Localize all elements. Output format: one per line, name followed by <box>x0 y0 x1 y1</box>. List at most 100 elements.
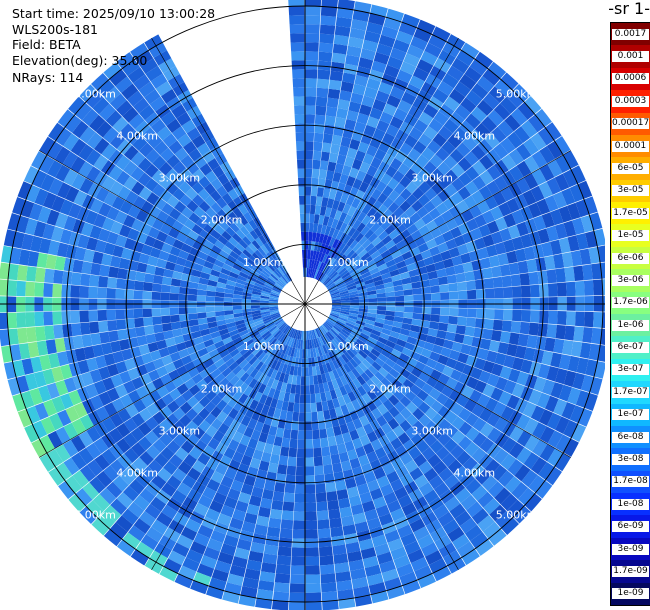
data-cell <box>416 440 430 454</box>
data-cell <box>501 437 517 454</box>
data-cell <box>545 395 559 413</box>
data-cell <box>132 355 145 368</box>
data-cell <box>315 105 327 116</box>
data-cell <box>224 310 234 316</box>
data-cell <box>278 353 285 363</box>
data-cell <box>573 265 584 281</box>
data-cell <box>437 354 449 366</box>
data-cell <box>47 430 63 449</box>
data-cell <box>375 313 386 320</box>
data-cell <box>520 386 534 402</box>
data-cell <box>220 475 234 488</box>
ring-label: 2.00km <box>369 214 411 227</box>
data-cell <box>25 218 38 236</box>
azimuth-line <box>304 38 459 305</box>
data-cell <box>148 205 162 219</box>
data-cell <box>336 580 353 592</box>
data-cell <box>192 357 204 368</box>
data-cell <box>70 285 80 298</box>
data-cell <box>325 362 333 373</box>
data-cell <box>339 222 348 233</box>
data-cell <box>424 174 438 188</box>
data-cell <box>116 492 134 509</box>
data-cell <box>305 556 320 566</box>
data-cell <box>326 198 335 209</box>
data-cell <box>348 333 358 342</box>
data-cell <box>0 279 9 296</box>
data-cell <box>506 250 518 264</box>
data-cell <box>317 346 323 357</box>
data-cell <box>118 257 130 270</box>
data-cell <box>312 168 320 179</box>
data-cell <box>538 181 553 199</box>
data-cell <box>397 99 412 114</box>
data-cell <box>170 321 181 330</box>
data-cell <box>433 234 446 246</box>
data-cell <box>555 434 571 453</box>
data-cell <box>123 214 136 228</box>
data-cell <box>316 401 323 412</box>
data-cell <box>269 250 277 260</box>
data-cell <box>281 324 289 333</box>
data-cell <box>122 107 139 123</box>
data-cell <box>313 456 323 467</box>
data-cell <box>412 420 425 434</box>
data-cell <box>453 213 466 227</box>
data-cell <box>491 231 503 245</box>
data-cell <box>305 69 318 79</box>
data-cell <box>509 425 524 442</box>
data-cell <box>531 168 547 186</box>
data-cell <box>516 414 531 430</box>
data-cell <box>90 395 104 410</box>
data-cell <box>136 385 149 399</box>
data-cell <box>57 109 75 128</box>
data-cell <box>376 292 386 298</box>
data-cell <box>532 422 547 439</box>
data-cell <box>273 270 282 279</box>
data-cell <box>349 358 359 368</box>
data-cell <box>338 285 348 292</box>
data-cell <box>54 146 71 165</box>
data-cell <box>217 388 228 400</box>
data-cell <box>302 340 305 350</box>
data-cell <box>409 467 424 481</box>
data-cell <box>351 368 361 379</box>
data-cell <box>283 392 291 402</box>
data-cell <box>109 93 127 110</box>
data-cell <box>221 367 232 378</box>
data-cell <box>433 111 449 126</box>
data-cell <box>160 308 170 316</box>
data-cell <box>159 405 173 419</box>
data-cell <box>102 217 115 232</box>
data-cell <box>263 544 279 556</box>
data-cell <box>372 128 386 141</box>
data-cell <box>80 322 91 335</box>
data-cell <box>360 346 371 356</box>
data-cell <box>235 229 246 240</box>
data-cell <box>539 443 556 462</box>
data-cell <box>396 69 413 84</box>
data-cell <box>248 378 258 389</box>
data-cell <box>205 389 217 402</box>
data-cell <box>93 380 107 395</box>
data-cell <box>186 549 204 564</box>
data-cell <box>172 468 187 482</box>
data-cell <box>410 557 429 572</box>
data-cell <box>378 513 394 526</box>
data-cell <box>189 351 201 362</box>
data-cell <box>328 237 336 247</box>
data-cell <box>63 422 79 440</box>
data-cell <box>349 239 359 250</box>
data-cell <box>8 263 19 281</box>
data-cell <box>223 447 236 460</box>
data-cell <box>565 281 576 297</box>
data-cell <box>195 257 206 266</box>
data-cell <box>430 314 440 323</box>
data-cell <box>330 293 340 298</box>
data-cell <box>215 286 226 293</box>
data-cell <box>127 228 140 241</box>
data-cell <box>330 61 345 73</box>
data-cell <box>506 343 518 357</box>
data-cell <box>398 333 409 342</box>
data-cell <box>346 249 356 259</box>
